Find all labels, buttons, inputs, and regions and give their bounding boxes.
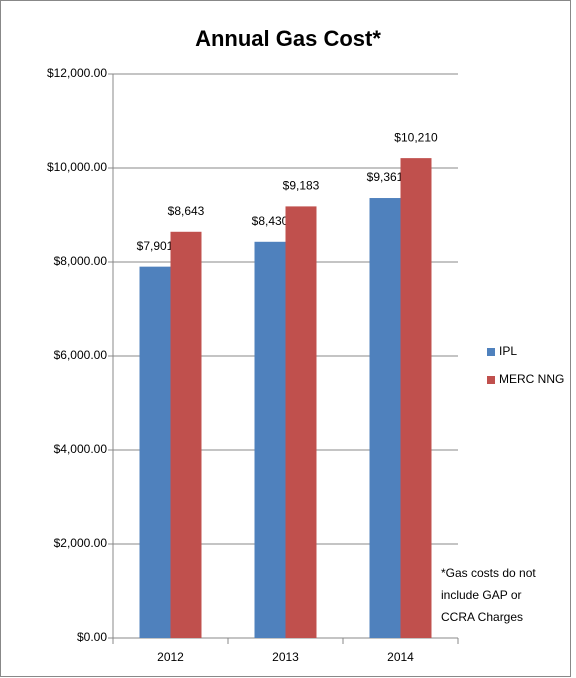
legend-label: IPL bbox=[499, 344, 517, 358]
legend-label: MERC NNG bbox=[499, 372, 564, 386]
legend-swatch bbox=[487, 376, 495, 384]
bar bbox=[254, 241, 286, 639]
chart-title: Annual Gas Cost* bbox=[195, 26, 381, 51]
y-tick-label: $4,000.00 bbox=[54, 442, 108, 456]
data-label: $9,183 bbox=[283, 179, 320, 193]
bar bbox=[170, 231, 202, 639]
y-tick-label: $2,000.00 bbox=[54, 536, 108, 550]
bar bbox=[285, 206, 317, 639]
data-label: $10,210 bbox=[394, 130, 438, 144]
data-label: $8,430 bbox=[252, 214, 289, 228]
data-label: $7,901 bbox=[137, 239, 174, 253]
annotation: *Gas costs do not bbox=[441, 566, 536, 580]
y-tick-label: $8,000.00 bbox=[54, 254, 108, 268]
y-tick-label: $6,000.00 bbox=[54, 348, 108, 362]
data-label: $8,643 bbox=[168, 204, 205, 218]
x-tick-label: 2012 bbox=[157, 650, 184, 664]
y-tick-label: $12,000.00 bbox=[47, 66, 107, 80]
y-tick-label: $10,000.00 bbox=[47, 160, 107, 174]
annotation: include GAP or bbox=[441, 588, 522, 602]
legend-swatch bbox=[487, 348, 495, 356]
x-tick-label: 2014 bbox=[387, 650, 414, 664]
bar bbox=[369, 198, 401, 638]
annotation: CCRA Charges bbox=[441, 610, 523, 624]
data-label: $9,361 bbox=[367, 170, 404, 184]
y-tick-label: $0.00 bbox=[77, 630, 107, 644]
bar bbox=[139, 266, 171, 638]
bar bbox=[400, 158, 432, 638]
x-tick-label: 2013 bbox=[272, 650, 299, 664]
